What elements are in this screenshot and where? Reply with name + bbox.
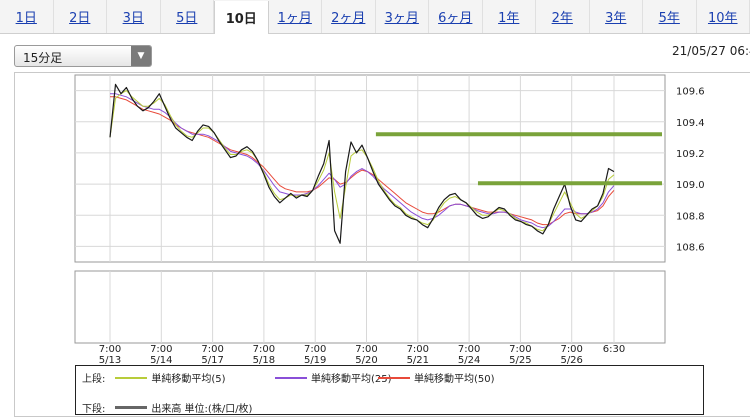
x-tick-date: 5/21	[407, 355, 429, 366]
legend-sma5-label: 単純移動平均(5)	[151, 374, 226, 385]
legend-lower-label: 下段:	[82, 404, 106, 415]
x-tick-time: 7:00	[99, 344, 121, 355]
tab-11[interactable]: 3年	[590, 0, 643, 33]
series-line-sma25	[110, 93, 615, 229]
series-line-sma50	[110, 96, 615, 226]
x-tick-date: 5/25	[509, 355, 531, 366]
x-tick-time: 7:00	[407, 344, 429, 355]
legend-sma25-item: 単純移動平均(25)	[271, 370, 392, 385]
legend-sma5-swatch	[115, 376, 148, 379]
legend-sma25-label: 単純移動平均(25)	[311, 374, 392, 385]
tab-1[interactable]: 2日	[54, 0, 107, 33]
legend-sma25-swatch	[275, 376, 307, 379]
legend-sma50-swatch	[378, 376, 410, 379]
x-tick-time: 7:00	[560, 344, 582, 355]
tab-9[interactable]: 1年	[483, 0, 536, 33]
x-tick-time: 7:00	[150, 344, 172, 355]
x-tick-date: 5/19	[304, 355, 326, 366]
tab-5[interactable]: 1ヶ月	[269, 0, 322, 33]
y-tick-label: 108.6	[676, 242, 705, 253]
tab-3[interactable]: 5日	[161, 0, 214, 33]
x-tick-date: 5/18	[253, 355, 275, 366]
x-tick-date: 5/24	[458, 355, 480, 366]
tab-0[interactable]: 1日	[0, 0, 54, 33]
legend-volume-label: 出来高 単位:(株/口/枚)	[151, 404, 253, 415]
x-tick-time: 7:00	[458, 344, 480, 355]
x-tick-date: 5/17	[201, 355, 223, 366]
tab-7[interactable]: 3ヶ月	[376, 0, 429, 33]
interval-select[interactable]: 15分足 ▼	[14, 45, 152, 67]
x-tick-time: 6:30	[603, 344, 625, 355]
chevron-down-icon[interactable]: ▼	[131, 46, 151, 66]
period-tabs: 1日 2日 3日 5日 10日 1ヶ月 2ヶ月 3ヶ月 6ヶ月 1年 2年 3年 5年 10年	[0, 0, 750, 34]
legend-volume-swatch	[115, 406, 148, 409]
upper-plot-area	[74, 74, 666, 263]
x-tick-date: 5/20	[355, 355, 377, 366]
timestamp: 21/05/27 06:4	[672, 44, 750, 58]
y-tick-label: 109.2	[676, 149, 705, 160]
legend-lower-row: 下段: 出来高 単位:(株/口/枚)	[82, 400, 252, 415]
y-tick-label: 109.0	[676, 180, 705, 191]
x-tick-time: 7:00	[509, 344, 531, 355]
series-line-price	[109, 83, 615, 244]
x-tick-date: 5/14	[150, 355, 172, 366]
interval-select-value: 15分足	[23, 51, 63, 65]
chart-legend: 上段: 単純移動平均(5) 単純移動平均(25) 単純移動平均(50) 下段: …	[75, 365, 704, 415]
x-tick-time: 7:00	[201, 344, 223, 355]
tab-10[interactable]: 2年	[536, 0, 590, 33]
lower-plot-area	[74, 270, 666, 344]
y-tick-label: 109.4	[676, 118, 705, 129]
x-tick-time: 7:00	[253, 344, 275, 355]
x-tick-date: 5/13	[99, 355, 121, 366]
tab-2[interactable]: 3日	[107, 0, 161, 33]
legend-upper-row: 上段: 単純移動平均(5)	[82, 370, 226, 385]
x-tick-time: 7:00	[304, 344, 326, 355]
tab-4[interactable]: 10日	[214, 1, 269, 34]
legend-upper-label: 上段:	[82, 374, 106, 385]
x-tick-date: 5/26	[560, 355, 582, 366]
legend-sma50-item: 単純移動平均(50)	[374, 370, 495, 385]
tab-12[interactable]: 5年	[643, 0, 697, 33]
legend-sma50-label: 単純移動平均(50)	[414, 374, 495, 385]
tab-6[interactable]: 2ヶ月	[322, 0, 376, 33]
x-tick-time: 7:00	[355, 344, 377, 355]
tab-8[interactable]: 6ヶ月	[429, 0, 483, 33]
y-tick-label: 109.6	[676, 87, 705, 98]
y-tick-label: 108.8	[676, 211, 705, 222]
